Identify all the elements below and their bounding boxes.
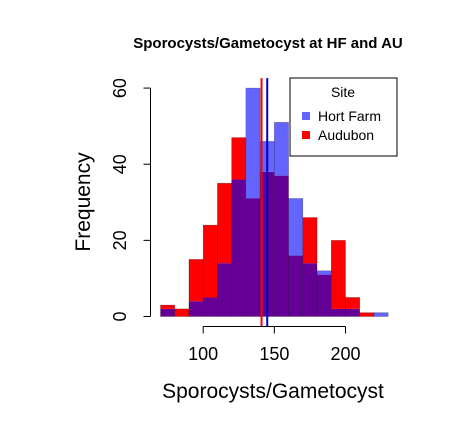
bar-audubon-bin-90 <box>188 259 204 302</box>
bar-overlap-bin-150 <box>274 175 289 317</box>
legend-label-audubon: Audubon <box>318 127 374 143</box>
y-tick-label-60: 60 <box>110 78 130 98</box>
bar-audubon-bin-200 <box>345 297 360 309</box>
bar-hort-farm-bin-220 <box>373 312 389 317</box>
bar-overlap-bin-130 <box>245 198 261 317</box>
bar-audubon-bin-170 <box>302 217 318 264</box>
mean-lines-group <box>260 78 269 327</box>
x-tick-label-200: 200 <box>330 344 360 364</box>
bar-overlap-bin-120 <box>231 179 246 317</box>
x-tick-label-150: 150 <box>259 344 289 364</box>
bars-group <box>160 87 389 317</box>
bar-overlap-bin-200 <box>345 308 360 317</box>
bar-overlap-bin-180 <box>317 274 332 317</box>
bar-audubon-bin-110 <box>217 183 232 264</box>
bar-overlap-bin-110 <box>217 263 232 317</box>
bar-audubon-bin-70 <box>160 305 175 309</box>
bar-overlap-bin-70 <box>160 308 175 317</box>
bar-audubon-bin-120 <box>231 137 246 180</box>
legend: Site Hort Farm Audubon <box>289 77 398 157</box>
legend-swatch-hort-farm <box>302 112 310 120</box>
bar-hort-farm-bin-180 <box>317 270 332 275</box>
bar-audubon-bin-190 <box>331 240 346 309</box>
bar-outline-bin-80 <box>174 308 190 317</box>
bar-audubon-bin-210 <box>359 312 374 317</box>
y-axis-title: Frequency <box>72 152 95 252</box>
bar-hort-farm-bin-160 <box>288 198 303 256</box>
y-axis: 0 20 40 60 <box>110 78 151 322</box>
bar-overlap-bin-160 <box>288 255 303 317</box>
bar-outline-bin-200 <box>345 297 361 317</box>
bar-audubon-bin-80 <box>174 308 189 317</box>
bar-outline-bin-120 <box>231 137 247 317</box>
legend-swatch-audubon <box>302 131 310 139</box>
legend-label-hort-farm: Hort Farm <box>318 108 381 124</box>
bar-outline-bin-220 <box>373 312 389 317</box>
legend-title: Site <box>331 84 355 100</box>
x-axis: 100 150 200 <box>188 326 361 364</box>
bar-hort-farm-bin-130 <box>245 88 261 199</box>
bar-outline-bin-170 <box>302 217 318 317</box>
y-tick-label-0: 0 <box>110 311 130 321</box>
bar-overlap-bin-170 <box>302 263 318 317</box>
bar-outline-bin-190 <box>330 240 346 317</box>
bar-audubon-bin-100 <box>203 225 218 298</box>
bar-overlap-bin-100 <box>203 297 218 317</box>
x-axis-title: Sporocysts/Gametocyst <box>162 380 384 403</box>
y-tick-label-20: 20 <box>110 230 130 250</box>
bar-hort-farm-bin-150 <box>274 122 289 176</box>
y-tick-label-40: 40 <box>110 154 130 174</box>
bar-overlap-bin-90 <box>188 301 204 317</box>
chart-title: Sporocysts/Gametocyst at HF and AU <box>133 35 403 52</box>
bar-overlap-bin-190 <box>331 308 346 317</box>
x-tick-label-100: 100 <box>188 344 218 364</box>
